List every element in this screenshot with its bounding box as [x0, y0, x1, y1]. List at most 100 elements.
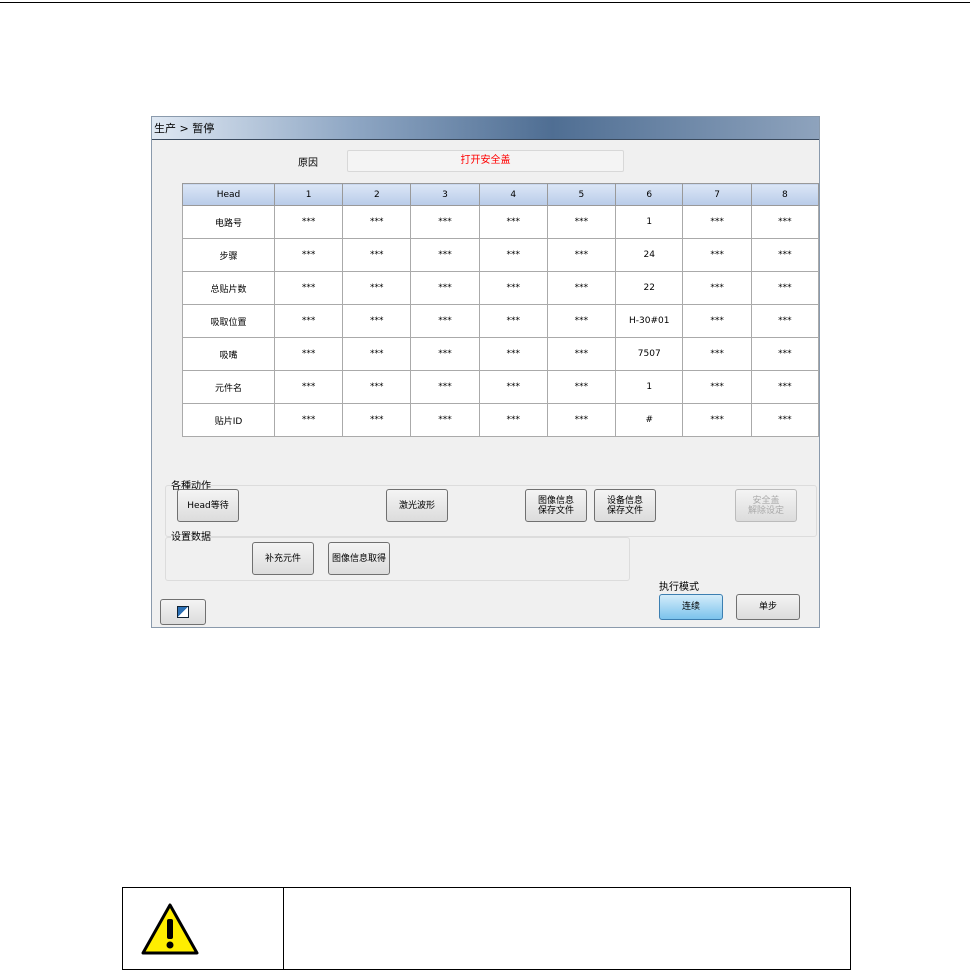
- table-cell: ***: [546, 205, 617, 239]
- device-save-button[interactable]: 设备信息 保存文件: [594, 489, 656, 522]
- table-cell: ***: [546, 238, 617, 272]
- table-cell: ***: [410, 271, 480, 305]
- table-row: 吸嘴 *** *** *** *** *** 7507 *** ***: [182, 337, 820, 371]
- table-cell: ***: [546, 403, 617, 437]
- column-header: 1: [273, 183, 344, 206]
- continuous-button[interactable]: 连续: [659, 594, 723, 620]
- table-cell: ***: [410, 370, 480, 404]
- table-cell: ***: [273, 304, 344, 338]
- table-cell: ***: [410, 304, 480, 338]
- title-bar: 生产 > 暂停: [152, 117, 819, 140]
- image-save-button[interactable]: 图像信息 保存文件: [525, 489, 587, 522]
- table-cell: #: [615, 403, 684, 437]
- breadcrumb: 生产 > 暂停: [154, 122, 215, 135]
- table-cell: ***: [750, 238, 820, 272]
- table-cell: ***: [478, 403, 548, 437]
- row-label: 电路号: [182, 205, 275, 239]
- column-header: 5: [546, 183, 617, 206]
- column-header: 3: [410, 183, 480, 206]
- table-row: 元件名 *** *** *** *** *** 1 *** ***: [182, 370, 820, 404]
- table-cell: ***: [750, 403, 820, 437]
- table-cell: ***: [750, 271, 820, 305]
- table-cell: 1: [615, 370, 684, 404]
- table-cell: ***: [546, 337, 617, 371]
- table-cell: ***: [342, 271, 412, 305]
- table-row: 步骤 *** *** *** *** *** 24 *** ***: [182, 238, 820, 272]
- row-label: 步骤: [182, 238, 275, 272]
- table-cell: ***: [342, 238, 412, 272]
- table-cell: ***: [342, 403, 412, 437]
- table-cell: ***: [273, 370, 344, 404]
- table-cell: ***: [410, 403, 480, 437]
- table-cell: ***: [273, 271, 344, 305]
- table-row: 吸取位置 *** *** *** *** *** H-30#01 *** ***: [182, 304, 820, 338]
- table-cell: ***: [273, 403, 344, 437]
- warning-box: [122, 887, 851, 970]
- mode-label: 执行模式: [659, 582, 699, 593]
- table-cell: ***: [410, 205, 480, 239]
- row-label: 吸取位置: [182, 304, 275, 338]
- actions-group: [165, 485, 817, 537]
- settings-label: 设置数据: [171, 528, 211, 543]
- table-cell: ***: [682, 271, 752, 305]
- table-cell: 24: [615, 238, 684, 272]
- table-cell: ***: [410, 337, 480, 371]
- supplement-button[interactable]: 补充元件: [252, 542, 314, 575]
- row-label: 总贴片数: [182, 271, 275, 305]
- table-cell: 22: [615, 271, 684, 305]
- table-row: 贴片ID *** *** *** *** *** # *** ***: [182, 403, 820, 437]
- table-row: 总贴片数 *** *** *** *** *** 22 *** ***: [182, 271, 820, 305]
- table-cell: ***: [546, 271, 617, 305]
- table-cell: 7507: [615, 337, 684, 371]
- table-cell: ***: [342, 304, 412, 338]
- column-header: 6: [615, 183, 684, 206]
- settings-group: [165, 537, 630, 581]
- table-cell: ***: [410, 238, 480, 272]
- table-cell: ***: [682, 205, 752, 239]
- table-cell: ***: [682, 304, 752, 338]
- column-header: 4: [478, 183, 548, 206]
- table-cell: ***: [546, 370, 617, 404]
- table-cell: ***: [682, 370, 752, 404]
- table-cell: ***: [478, 337, 548, 371]
- head-status-table: Head 1 2 3 4 5 6 7 8 电路号 *** *** *** *** *** 1 *** *** 步骤…: [182, 183, 820, 437]
- table-cell: ***: [273, 337, 344, 371]
- table-cell: ***: [546, 304, 617, 338]
- table-cell: 1: [615, 205, 684, 239]
- table-cell: ***: [682, 337, 752, 371]
- row-label: 贴片ID: [182, 403, 275, 437]
- table-cell: ***: [342, 337, 412, 371]
- table-cell: ***: [750, 370, 820, 404]
- head-wait-button[interactable]: Head等待: [177, 489, 239, 522]
- laser-wave-button[interactable]: 激光波形: [386, 489, 448, 522]
- row-label: 吸嘴: [182, 337, 275, 371]
- column-header: 7: [682, 183, 752, 206]
- actions-label: 各種动作: [171, 477, 211, 492]
- table-cell: ***: [750, 337, 820, 371]
- restore-button[interactable]: [160, 599, 206, 625]
- reason-field: 打开安全盖: [347, 150, 624, 172]
- column-header: 8: [750, 183, 820, 206]
- table-row: 电路号 *** *** *** *** *** 1 *** ***: [182, 205, 820, 239]
- page-rule: [0, 2, 970, 3]
- table-cell: ***: [682, 403, 752, 437]
- table-cell: H-30#01: [615, 304, 684, 338]
- table-cell: ***: [682, 238, 752, 272]
- restore-icon: [177, 606, 189, 618]
- column-header: Head: [182, 183, 275, 206]
- table-cell: ***: [478, 205, 548, 239]
- warning-divider: [283, 888, 284, 969]
- table-cell: ***: [750, 205, 820, 239]
- table-cell: ***: [478, 238, 548, 272]
- row-label: 元件名: [182, 370, 275, 404]
- table-cell: ***: [478, 304, 548, 338]
- table-cell: ***: [750, 304, 820, 338]
- table-cell: ***: [342, 370, 412, 404]
- column-header: 2: [342, 183, 412, 206]
- table-cell: ***: [478, 370, 548, 404]
- cover-release-button[interactable]: 安全盖 解除设定: [735, 489, 797, 522]
- step-button[interactable]: 单步: [736, 594, 800, 620]
- table-cell: ***: [342, 205, 412, 239]
- pause-window: 生产 > 暂停 原因 打开安全盖 Head 1 2 3 4 5 6 7 8 电路号 *** *** *…: [151, 116, 820, 628]
- image-get-button[interactable]: 图像信息取得: [328, 542, 390, 575]
